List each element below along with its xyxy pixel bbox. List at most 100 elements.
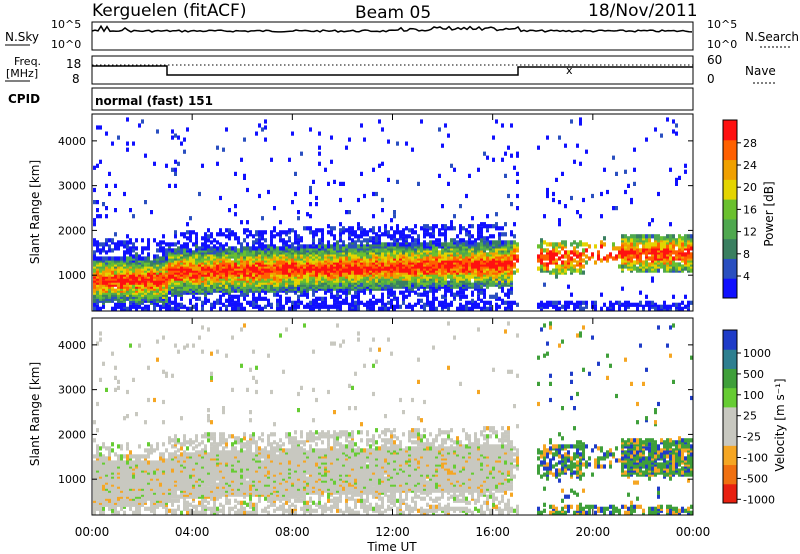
heatmap-cell	[231, 230, 234, 235]
heatmap-cell	[597, 250, 600, 255]
heatmap-cell	[669, 234, 672, 239]
heatmap-cell	[306, 212, 309, 217]
heatmap-cell	[639, 248, 642, 253]
heatmap-cell	[432, 240, 435, 245]
heatmap-cell	[198, 296, 201, 301]
heatmap-cell	[204, 286, 207, 291]
heatmap-cell	[621, 250, 624, 255]
heatmap-cell	[357, 292, 360, 297]
heatmap-cell	[672, 260, 675, 265]
heatmap-cell	[300, 151, 303, 156]
heatmap-cell	[294, 300, 297, 305]
heatmap-cell	[351, 238, 354, 243]
heatmap-cell	[510, 153, 513, 158]
cpid-panel-frame	[91, 87, 694, 111]
heatmap-cell	[126, 240, 129, 245]
heatmap-cell	[498, 280, 501, 285]
heatmap-cell	[480, 222, 483, 227]
heatmap-cell	[132, 254, 135, 259]
heatmap-cell	[480, 306, 483, 311]
heatmap-cell	[330, 294, 333, 299]
ytick-label: 1000	[58, 269, 86, 282]
heatmap-cell	[630, 242, 633, 247]
heatmap-cell	[222, 147, 225, 152]
heatmap-cell	[690, 246, 693, 251]
heatmap-cell	[666, 244, 669, 249]
heatmap-cell	[246, 288, 249, 293]
heatmap-cell	[393, 290, 396, 295]
heatmap-cell	[195, 306, 198, 311]
heatmap-cell	[657, 234, 660, 239]
heatmap-cell	[462, 274, 465, 279]
heatmap-cell	[669, 256, 672, 261]
heatmap-cell	[366, 300, 369, 305]
heatmap-cell	[102, 202, 105, 207]
heatmap-cell	[543, 302, 546, 307]
heatmap-cell	[381, 242, 384, 247]
heatmap-cell	[261, 250, 264, 255]
heatmap-cell	[513, 262, 516, 267]
heatmap-cell	[486, 300, 489, 305]
heatmap-cell	[237, 302, 240, 307]
heatmap-cell	[420, 304, 423, 309]
heatmap-cell	[573, 240, 576, 245]
heatmap-cell	[675, 131, 678, 136]
heatmap-cell	[300, 300, 303, 305]
heatmap-cell	[165, 163, 168, 168]
heatmap-cell	[372, 240, 375, 245]
heatmap-cell	[621, 302, 624, 307]
heatmap-cell	[378, 234, 381, 239]
heatmap-cell	[195, 236, 198, 241]
heatmap-cell	[585, 248, 588, 253]
heatmap-cell	[513, 165, 516, 170]
heatmap-cell	[333, 294, 336, 299]
heatmap-cell	[540, 300, 543, 305]
heatmap-cell	[213, 304, 216, 309]
heatmap-cell	[390, 242, 393, 247]
heatmap-cell	[435, 296, 438, 301]
heatmap-cell	[354, 300, 357, 305]
heatmap-cell	[165, 302, 168, 307]
heatmap-cell	[411, 304, 414, 309]
heatmap-cell	[342, 226, 345, 231]
heatmap-cell	[273, 276, 276, 281]
heatmap-cell	[603, 302, 606, 307]
heatmap-cell	[564, 268, 567, 273]
heatmap-cell	[390, 234, 393, 239]
heatmap-cell	[681, 246, 684, 251]
colorbar-tick-label: 16	[743, 203, 757, 216]
heatmap-cell	[510, 290, 513, 295]
heatmap-cell	[426, 232, 429, 237]
heatmap-cell	[120, 302, 123, 307]
heatmap-cell	[279, 246, 282, 251]
heatmap-cell	[558, 218, 561, 223]
heatmap-cell	[672, 266, 675, 271]
heatmap-cell	[333, 242, 336, 247]
heatmap-cell	[444, 292, 447, 297]
heatmap-cell	[387, 242, 390, 247]
heatmap-cell	[441, 224, 444, 229]
heatmap-cell	[153, 264, 156, 269]
heatmap-cell	[621, 286, 624, 291]
heatmap-cell	[324, 296, 327, 301]
heatmap-cell	[129, 250, 132, 255]
heatmap-cell	[96, 506, 99, 511]
heatmap-cell	[135, 252, 138, 257]
heatmap-cell	[459, 290, 462, 295]
heatmap-cell	[147, 252, 150, 257]
heatmap-cell	[387, 139, 390, 144]
heatmap-cell	[264, 238, 267, 243]
freq-marker: x	[566, 64, 573, 77]
heatmap-cell	[582, 258, 585, 263]
heatmap-cell	[663, 244, 666, 249]
heatmap-cell	[183, 137, 186, 142]
heatmap-cell	[507, 145, 510, 150]
heatmap-cell	[468, 173, 471, 178]
heatmap-cell	[501, 286, 504, 291]
heatmap-cell	[492, 157, 495, 162]
colorbar-tick-label: 4	[743, 270, 750, 283]
heatmap-cell	[360, 234, 363, 239]
heatmap-cell	[417, 298, 420, 303]
heatmap-cell	[621, 244, 624, 249]
heatmap-cell	[345, 210, 348, 215]
